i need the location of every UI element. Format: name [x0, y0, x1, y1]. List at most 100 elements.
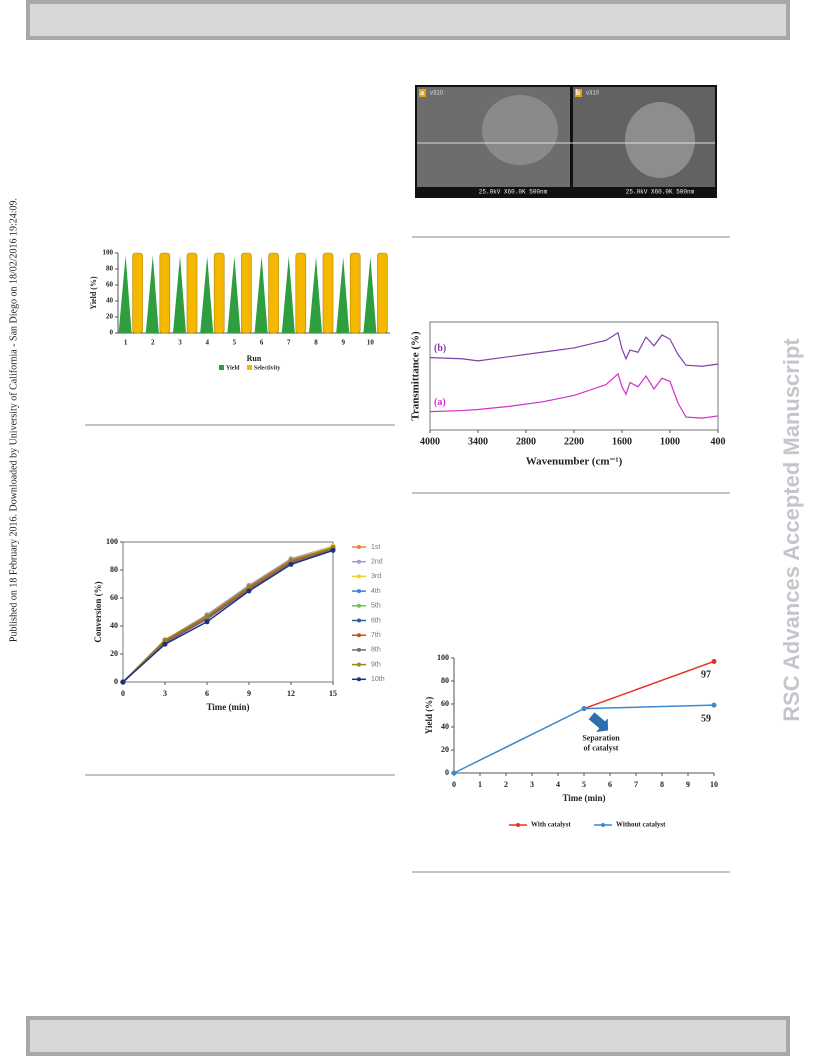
- legend-label: Without catalyst: [616, 821, 666, 829]
- x-tick-label: 4000: [420, 436, 440, 447]
- bar: [200, 256, 214, 333]
- bar: [349, 252, 361, 334]
- series-line: [122, 548, 334, 683]
- legend-label: 8th: [371, 647, 381, 654]
- x-tick-label: 6: [608, 780, 612, 789]
- legend-marker: [357, 647, 361, 652]
- watermark: RSC Advances Accepted Manuscript: [779, 338, 804, 722]
- x-axis-label: Run: [247, 354, 262, 363]
- series-line: [583, 660, 715, 710]
- image-code: v310: [586, 91, 600, 97]
- panel-label: a: [420, 88, 424, 97]
- x-tick-label: 1600: [612, 436, 632, 447]
- header-bar: [26, 0, 790, 40]
- x-tick-label: 4: [556, 780, 560, 789]
- x-tick-label: 10: [367, 339, 375, 347]
- y-tick-label: 0: [110, 329, 114, 337]
- x-tick-label: 9: [686, 780, 690, 789]
- series-line: [122, 548, 334, 683]
- y-tick-label: 100: [103, 249, 114, 257]
- point: [246, 588, 252, 594]
- x-tick-label: 3: [163, 689, 167, 698]
- x-tick-label: 5: [233, 339, 237, 347]
- series-line: [122, 546, 334, 683]
- y-tick-label: 20: [110, 649, 118, 658]
- y-tick-label: 20: [106, 313, 114, 321]
- bar: [254, 256, 268, 333]
- scale-text: 25.0kV X60.0K 500nm: [626, 189, 695, 196]
- x-tick-label: 1000: [660, 436, 680, 447]
- y-tick-label: 60: [106, 281, 114, 289]
- series-line: [429, 372, 719, 419]
- x-tick-label: 3: [530, 780, 534, 789]
- bar: [281, 256, 295, 333]
- x-tick-label: 2: [151, 339, 155, 347]
- image-code: v310: [430, 91, 444, 97]
- legend-label: 7th: [371, 632, 381, 639]
- y-tick-label: 100: [437, 653, 449, 662]
- bar: [173, 256, 186, 333]
- legend-marker: [357, 559, 361, 564]
- point: [204, 619, 210, 625]
- series-line: [429, 331, 719, 367]
- legend-label: 9th: [371, 661, 381, 668]
- legend-marker: [357, 618, 361, 623]
- legend-label: 3rd: [371, 573, 381, 580]
- point: [711, 658, 717, 664]
- side-text: Published on 18 February 2016. Downloade…: [8, 198, 19, 642]
- y-axis-label: Yield (%): [424, 697, 434, 734]
- bar: [377, 252, 388, 334]
- x-tick-label: 9: [247, 689, 251, 698]
- x-tick-label: 10: [710, 780, 718, 789]
- sem-figure: a b v310 v310 25.0kV X60.0K 500nm 25.0kV…: [415, 85, 717, 198]
- panel-tag: [575, 89, 582, 97]
- x-tick-label: 2800: [516, 436, 536, 447]
- panel-tag: [419, 89, 426, 97]
- x-tick-label: 7: [287, 339, 291, 347]
- annotation-arrow: [588, 712, 609, 733]
- x-tick-label: 5: [582, 780, 586, 789]
- y-tick-label: 80: [110, 565, 118, 574]
- x-tick-label: 3: [178, 339, 182, 347]
- legend-marker: [357, 589, 361, 594]
- series-label: (a): [434, 397, 446, 408]
- legend-marker: [357, 545, 361, 549]
- x-tick-label: 8: [660, 780, 664, 789]
- plot-frame: [122, 541, 334, 683]
- bar: [145, 255, 159, 333]
- legend-marker: [357, 574, 361, 579]
- point: [162, 637, 168, 643]
- legend-marker: [357, 603, 361, 608]
- annotation: of catalyst: [584, 743, 619, 752]
- point: [162, 641, 168, 647]
- bar: [132, 252, 143, 334]
- series-line: [122, 545, 334, 683]
- point: [204, 613, 210, 619]
- x-tick-label: 9: [341, 339, 345, 347]
- point: [711, 702, 717, 708]
- legend-label: 2nd: [371, 559, 383, 566]
- legend-label: 6th: [371, 617, 381, 624]
- y-tick-label: 40: [110, 621, 118, 630]
- y-tick-label: 60: [110, 593, 118, 602]
- legend-marker: [357, 662, 361, 667]
- x-tick-label: 1: [124, 339, 128, 347]
- y-axis-label: Transmittance (%): [410, 331, 422, 421]
- legend-marker: [601, 823, 605, 827]
- x-tick-label: 7: [634, 780, 638, 789]
- y-tick-label: 0: [114, 677, 118, 686]
- x-tick-label: 1: [478, 780, 482, 789]
- x-tick-label: 3400: [468, 436, 488, 447]
- panel-label: b: [576, 88, 581, 97]
- legend-label: With catalyst: [531, 821, 571, 829]
- legend-marker: [357, 633, 361, 638]
- legend-label: Selectivity: [254, 365, 280, 371]
- y-axis-label: Yield (%): [89, 276, 98, 310]
- series-line: [122, 549, 334, 683]
- y-axis-label: Conversion (%): [93, 581, 103, 642]
- point: [451, 770, 457, 776]
- series-line: [122, 545, 334, 683]
- x-tick-label: 8: [314, 339, 318, 347]
- legend-label: 10th: [371, 676, 385, 683]
